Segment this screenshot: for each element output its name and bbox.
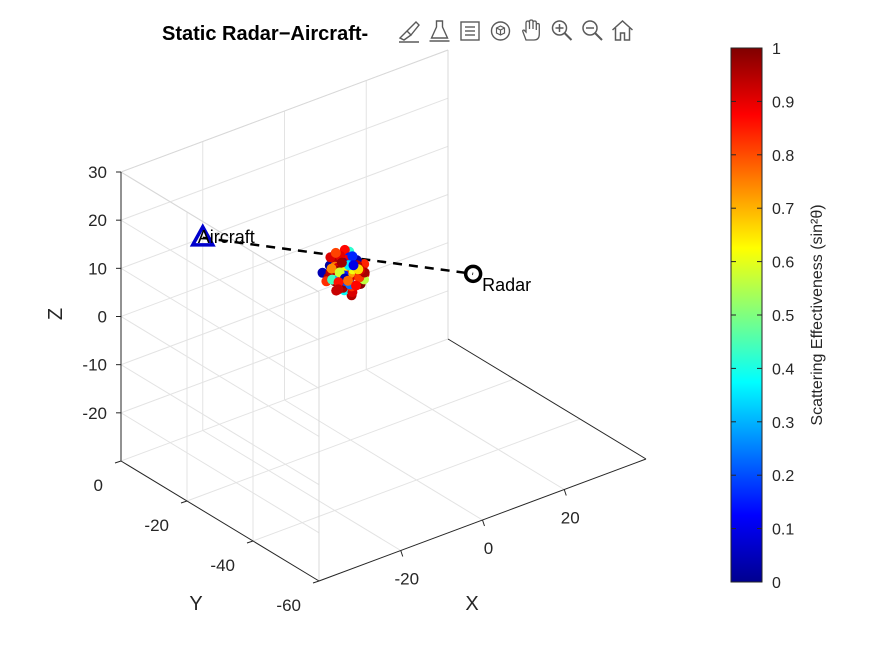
scatter-point [333, 284, 344, 295]
colorbar-tick-label: 0.4 [772, 361, 794, 378]
grid-line [252, 418, 581, 542]
x-tick-label: 20 [561, 509, 580, 528]
z-tick-label: -20 [82, 404, 107, 423]
colorbar-gradient [730, 47, 763, 583]
y-tick-mark [114, 460, 122, 464]
grid-line [120, 267, 320, 389]
grid-line [365, 369, 565, 490]
x-tick-label: 0 [484, 539, 493, 558]
home-icon[interactable] [611, 18, 636, 44]
grid-line [120, 412, 320, 534]
grid-line [120, 97, 449, 221]
colorbar-tick-label: 0.2 [772, 468, 794, 485]
grid-line [186, 378, 515, 502]
radar-label: Radar [482, 275, 531, 295]
z-tick-label: -10 [82, 356, 107, 375]
scatter-point [330, 247, 341, 258]
y-tick-mark [312, 580, 320, 584]
colorbar-tick-label: 1 [772, 41, 781, 58]
axes-box [114, 49, 647, 584]
chart-title: Static Radar−Aircraft- [162, 23, 368, 45]
scatter-point [343, 275, 353, 286]
toolbar-background [393, 16, 645, 48]
x-tick-mark [400, 550, 404, 557]
box-edge [120, 171, 320, 293]
grid-line [120, 316, 320, 437]
colorbar-tick-label: 0.8 [772, 148, 794, 165]
x-axis-label: X [465, 593, 478, 615]
scatter-point [347, 251, 358, 262]
legend-icon[interactable] [458, 18, 483, 44]
grid-line [120, 145, 449, 269]
data-layer: Aircraft Radar [189, 223, 531, 301]
colorbar-tick-label: 0.3 [772, 415, 794, 432]
x-tick-mark [482, 519, 485, 527]
y-axis-label: Y [189, 593, 202, 615]
grid-line [120, 219, 320, 341]
zoom-in-icon[interactable] [550, 18, 575, 44]
y-tick-label: -60 [276, 596, 301, 615]
data-cursor-icon[interactable] [428, 18, 453, 44]
y-tick-mark [180, 500, 188, 504]
scatter-point [351, 280, 361, 291]
z-axis-label: Z [45, 308, 67, 320]
scatter-point [333, 277, 344, 288]
grid-line [120, 338, 449, 462]
colorbar-tick-label: 0.1 [772, 522, 794, 539]
axis-labels: X Y Z [45, 308, 479, 615]
y-tick-mark [246, 540, 254, 544]
grid-line [202, 430, 402, 551]
colorbar-tick-label: 0.5 [772, 308, 794, 325]
brush-icon[interactable] [397, 18, 422, 44]
colorbar[interactable]: 0 0.1 0.2 0.3 0.4 0.5 0.6 0.7 0.8 0.9 1 Scattering… [730, 41, 826, 592]
pan-icon[interactable] [519, 18, 544, 44]
y-tick-label: -20 [144, 516, 169, 535]
aircraft-label: Aircraft [198, 227, 255, 247]
x-axis-line-back [447, 338, 647, 460]
colorbar-tick-label: 0 [772, 575, 781, 592]
grid-line [120, 290, 449, 414]
colorbar-tick-label: 0.9 [772, 94, 794, 111]
rotate-3d-icon[interactable] [489, 18, 514, 44]
colorbar-ticks: 0 0.1 0.2 0.3 0.4 0.5 0.6 0.7 0.8 0.9 1 [731, 41, 794, 592]
zoom-out-icon[interactable] [580, 18, 605, 44]
grid-line [120, 194, 449, 317]
z-tick-label: 20 [88, 211, 107, 230]
radar-marker [463, 264, 483, 284]
colorbar-label: Scattering Effectiveness (sin²θ) [809, 204, 826, 425]
grid-line [120, 364, 320, 486]
x-tick-label: -20 [394, 570, 419, 589]
y-axis-line [120, 460, 320, 582]
axes-toolbar [393, 16, 645, 48]
colorbar-tick-label: 0.7 [772, 201, 794, 218]
scatter-point [326, 263, 337, 274]
scatter-point [336, 257, 347, 268]
colorbar-tick-label: 0.6 [772, 255, 794, 272]
z-tick-label: 0 [98, 308, 107, 327]
z-tick-label: 30 [88, 163, 107, 182]
tick-labels: -20 0 20 -60 -40 -20 0 -20 -10 0 10 20 30 [82, 163, 579, 615]
scatter-point [348, 260, 359, 271]
y-tick-label: 0 [94, 476, 103, 495]
x-tick-mark [563, 489, 567, 496]
grid-line [284, 399, 483, 521]
y-tick-label: -40 [210, 556, 235, 575]
z-tick-label: 10 [88, 259, 107, 278]
aircraft-marker [189, 223, 216, 247]
box-edge [120, 49, 449, 173]
